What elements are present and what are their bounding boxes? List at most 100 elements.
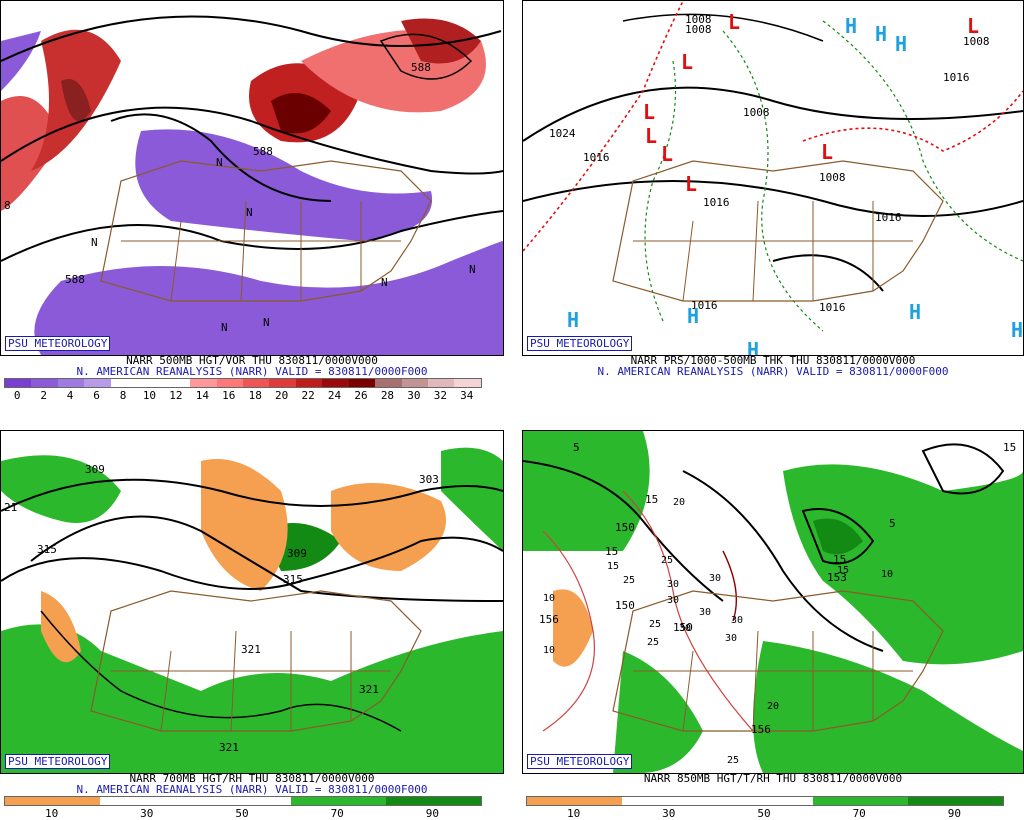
isobar-label: 1008 (685, 13, 712, 26)
colorbar-cell (454, 379, 481, 387)
height-label: 303 (419, 473, 439, 486)
temp-box-label: 30 (725, 633, 737, 644)
psu-badge: PSU METEOROLOGY (5, 754, 111, 769)
colorbar-vorticity (4, 378, 482, 388)
temp-box-label: 15 (607, 561, 619, 572)
height-label: 5 (889, 517, 896, 530)
temp-box-label: 30 (667, 579, 679, 590)
colorbar-tick: 70 (852, 807, 866, 820)
height-label: 150 (673, 621, 693, 634)
map-850mb-svg: 5 15 5 15 150 156 150 150 156 153 15 15 … (523, 431, 1023, 773)
height-label: 321 (241, 643, 261, 656)
vort-min-mark: N (246, 206, 253, 219)
map-700mb: 309 315 21 309 303 315 321 321 321 PSU M… (0, 430, 504, 774)
panel-700mb: 309 315 21 309 303 315 321 321 321 PSU M… (0, 418, 504, 820)
height-label: 15 (605, 545, 618, 558)
temp-box-label: 10 (543, 593, 555, 604)
colorbar-cell (163, 379, 191, 387)
colorbar-cell (322, 379, 349, 387)
colorbar-tick: 90 (425, 807, 440, 820)
colorbar-cell (295, 379, 323, 387)
height-label: 150 (615, 521, 635, 534)
colorbar-cell (31, 379, 58, 387)
colorbar-cell (907, 797, 1004, 805)
colorbar-rh (4, 796, 482, 806)
height-label: 15 (833, 553, 846, 566)
height-label: 156 (751, 723, 771, 736)
colorbar-tick: 10 (142, 389, 157, 402)
colorbar-cell (401, 379, 428, 387)
height-label: 309 (85, 463, 105, 476)
colorbar-cell (717, 797, 813, 805)
colorbar-cell (5, 379, 32, 387)
isobar-label: 1016 (875, 211, 902, 224)
low-pressure-mark: L (821, 140, 833, 164)
high-pressure-mark: H (567, 308, 579, 332)
colorbar-cell (100, 797, 196, 805)
colorbar-tick: 10 (44, 807, 59, 820)
colorbar-tick: 8 (119, 389, 127, 402)
isobar-label: 1008 (685, 23, 712, 36)
vort-min-mark: N (381, 276, 388, 289)
contour-label: 588 (411, 61, 431, 74)
temp-box-label: 10 (881, 569, 893, 580)
vort-min-mark: N (216, 156, 223, 169)
temp-box-label: 30 (667, 595, 679, 606)
caption-line1: NARR 500MB HGT/VOR THU 830811/0000V000 (126, 354, 378, 367)
colorbar-tick: 4 (66, 389, 74, 402)
isobar-label: 1024 (549, 127, 576, 140)
colorbar-tick: 12 (169, 389, 183, 402)
colorbar-tick: 14 (195, 389, 209, 402)
colorbar-tick: 18 (248, 389, 262, 402)
psu-badge: PSU METEOROLOGY (527, 754, 633, 769)
colorbar-tick: 10 (566, 807, 581, 820)
low-pressure-mark: L (661, 142, 673, 166)
contour-label: 588 (65, 273, 85, 286)
psu-badge: PSU METEOROLOGY (527, 336, 633, 351)
caption-line1: NARR 700MB HGT/RH THU 830811/0000V000 (129, 772, 375, 785)
low-pressure-mark: L (645, 124, 657, 148)
isobar-label: 1008 (819, 171, 846, 184)
colorbar-cell (242, 379, 270, 387)
colorbar-tick: 24 (327, 389, 342, 402)
high-pressure-mark: H (909, 300, 921, 324)
height-label: 156 (539, 613, 559, 626)
colorbar-cell (290, 797, 386, 805)
colorbar-tick: 32 (433, 389, 447, 402)
isobar-label: 1016 (691, 299, 718, 312)
colorbar-cell (110, 379, 138, 387)
vort-min-mark: N (263, 316, 270, 329)
low-pressure-mark: L (685, 172, 697, 196)
panel-surface: 1008 1008 1024 1016 1016 1016 1016 1008 … (522, 0, 1024, 405)
temp-box-label: 25 (623, 575, 635, 586)
temp-box-label: 30 (731, 615, 743, 626)
height-label: 321 (219, 741, 239, 754)
height-label: 315 (37, 543, 57, 556)
colorbar-cell (269, 379, 296, 387)
temp-box-label: 15 (837, 565, 849, 576)
colorbar-tick: 16 (222, 389, 236, 402)
high-pressure-mark: H (895, 32, 907, 56)
high-pressure-mark: H (845, 14, 857, 38)
height-label: 315 (283, 573, 303, 586)
panel-500mb: 588 588 8 588 N N N N N N N PSU METEOROL… (0, 0, 504, 405)
height-label: 15 (645, 493, 658, 506)
colorbar-cell (195, 797, 291, 805)
colorbar-cell (190, 379, 217, 387)
isobar-label: 1016 (819, 301, 846, 314)
temp-box-label: 10 (543, 645, 555, 656)
contour-label: 588 (253, 145, 273, 158)
colorbar-cell (137, 379, 164, 387)
colorbar-tick: 20 (275, 389, 289, 402)
map-500mb: 588 588 8 588 N N N N N N N PSU METEOROL… (0, 0, 504, 356)
colorbar-tick: 34 (460, 389, 474, 402)
height-label: 21 (4, 501, 17, 514)
temp-box-label: 25 (649, 619, 661, 630)
temp-box-label: 20 (767, 701, 779, 712)
isobar-label: 1008 (963, 35, 990, 48)
caption-line2: N. AMERICAN REANALYSIS (NARR) VALID = 83… (597, 365, 949, 378)
colorbar-cell (216, 379, 243, 387)
colorbar-tick: 2 (40, 389, 47, 402)
vort-min-mark: N (91, 236, 98, 249)
temp-box-label: 30 (679, 623, 691, 634)
